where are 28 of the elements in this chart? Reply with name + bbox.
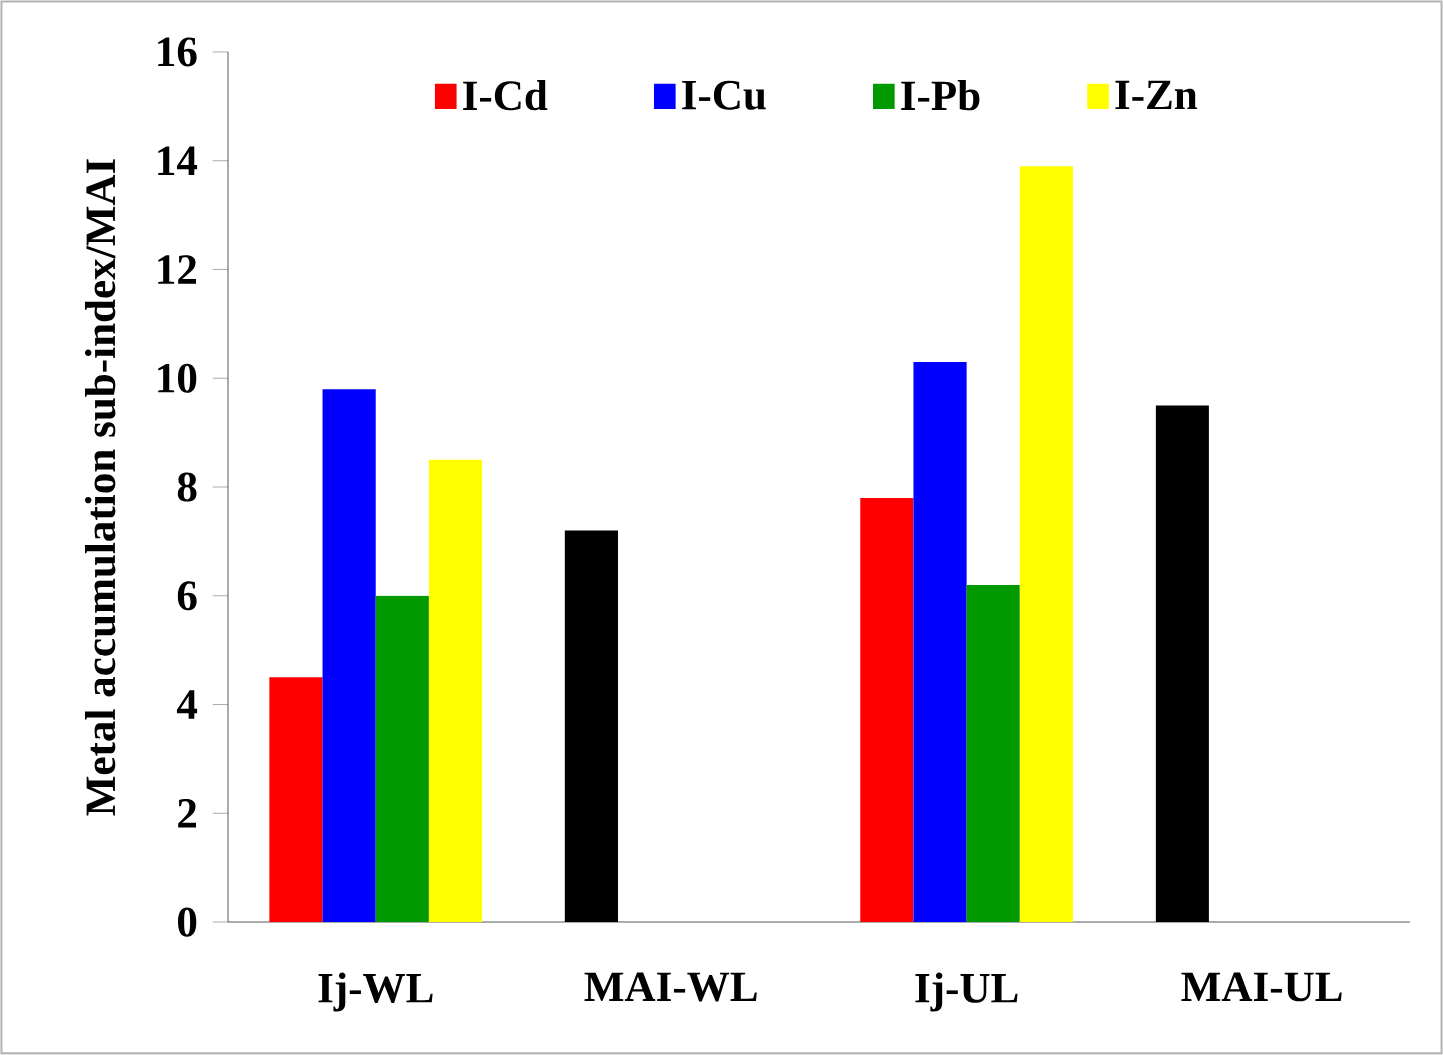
x-tick-label: Ij-WL <box>318 972 433 1012</box>
y-tick-label: 8 <box>177 472 197 502</box>
x-tick-label: MAI-WL <box>584 972 757 1002</box>
y-tick-label: 16 <box>158 37 197 67</box>
y-tick-label: 10 <box>158 363 197 393</box>
legend-label: I-Cd <box>463 80 548 111</box>
legend-label: I-Pb <box>901 80 980 111</box>
legend-label: I-Zn <box>1115 80 1198 110</box>
bar <box>428 459 483 923</box>
y-tick-label: 2 <box>178 799 197 828</box>
y-tick-label: 4 <box>176 690 198 719</box>
bar <box>1155 405 1209 923</box>
bar <box>564 530 618 923</box>
bar <box>913 362 967 923</box>
x-tick-label: MAI-UL <box>1181 972 1342 1002</box>
x-tick-label: Ij-UL <box>915 972 1018 1012</box>
bar <box>375 595 429 923</box>
bar <box>1019 166 1073 923</box>
bar <box>322 389 376 923</box>
y-tick-label: 0 <box>177 907 197 937</box>
y-axis-title: Metal accumulation sub-index/MAI <box>84 159 116 816</box>
y-tick-label: 12 <box>158 255 197 284</box>
bar <box>860 497 914 923</box>
y-tick-label: 6 <box>177 581 197 611</box>
y-tick-label: 14 <box>158 146 198 176</box>
bar <box>966 584 1020 923</box>
bar <box>269 677 323 923</box>
legend-label: I-Cu <box>682 80 766 110</box>
